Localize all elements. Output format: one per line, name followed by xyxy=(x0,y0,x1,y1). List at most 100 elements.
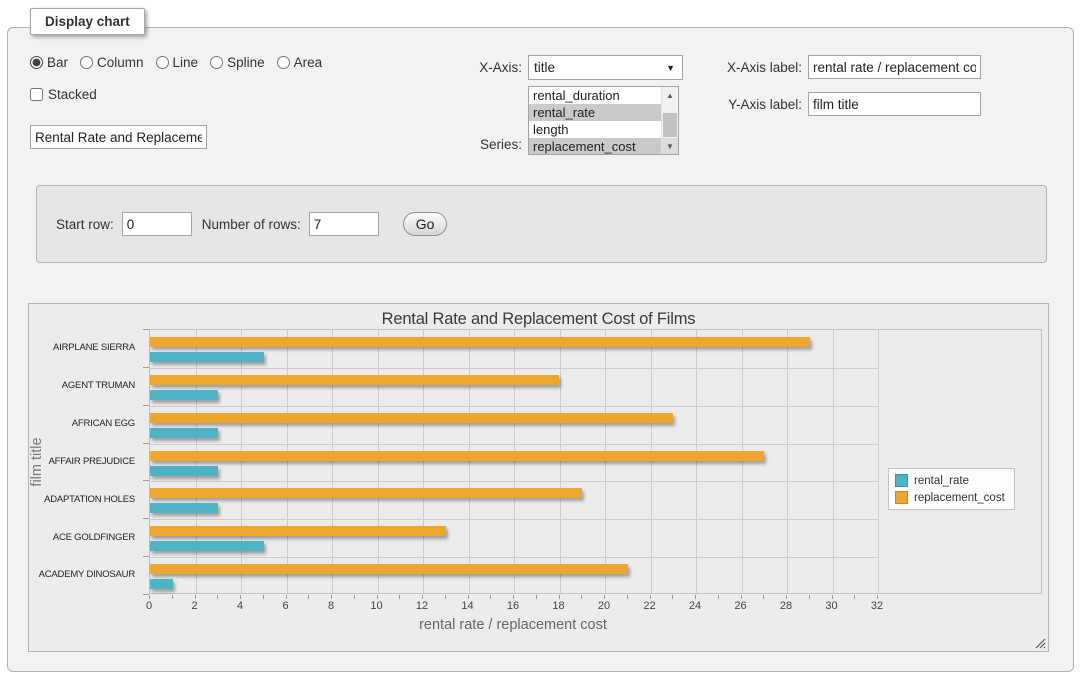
tick-label: 24 xyxy=(675,600,715,612)
tick-label: 30 xyxy=(812,600,852,612)
tick-label: 14 xyxy=(448,600,488,612)
series-list-label: Series: xyxy=(455,137,522,152)
bar-rental_rate xyxy=(150,503,218,513)
gridline xyxy=(196,330,197,593)
y-category-labels: AIRPLANE SIERRAAGENT TRUMANAFRICAN EGGAF… xyxy=(29,329,142,594)
chart-type-option-area[interactable]: Area xyxy=(277,55,323,70)
gridline xyxy=(287,330,288,593)
chart-type-option-line[interactable]: Line xyxy=(156,55,199,70)
axis-tick xyxy=(468,595,469,599)
bar-replacement_cost xyxy=(150,526,446,536)
series-listbox[interactable]: rental_duration rental_rate length repla… xyxy=(528,86,679,155)
bar-replacement_cost xyxy=(150,337,810,347)
axis-tick xyxy=(763,595,764,599)
bar-rental_rate xyxy=(150,390,218,400)
x-tick-labels: 02468101214161820222426283032 xyxy=(29,600,1048,614)
axis-tick xyxy=(627,595,628,599)
series-option-length[interactable]: length xyxy=(529,121,661,138)
y-axis-label-label: Y-Axis label: xyxy=(710,97,802,112)
stacked-checkbox[interactable] xyxy=(30,88,43,101)
legend-swatch-replacement_cost xyxy=(895,491,908,504)
x-axis-label-input[interactable] xyxy=(808,55,981,79)
axis-tick xyxy=(877,595,878,599)
axis-tick xyxy=(854,595,855,599)
chart-panel: Rental Rate and Replacement Cost of Film… xyxy=(28,303,1049,652)
axis-tick xyxy=(695,595,696,599)
num-rows-label: Number of rows: xyxy=(202,217,301,232)
gridline xyxy=(560,330,561,593)
tick-label: 28 xyxy=(766,600,806,612)
chart-type-option-bar[interactable]: Bar xyxy=(30,55,68,70)
series-list-scrollbar[interactable]: ▲ ▼ xyxy=(661,87,678,154)
axis-tick xyxy=(786,595,787,599)
series-option-rental-duration[interactable]: rental_duration xyxy=(529,87,661,104)
bar-rental_rate xyxy=(150,579,173,589)
tick-label: 8 xyxy=(311,600,351,612)
x-axis-selected-value: title xyxy=(534,60,555,75)
chart-type-radio-area[interactable] xyxy=(277,56,290,69)
series-option-rental-rate[interactable]: rental_rate xyxy=(529,104,661,121)
axis-tick xyxy=(143,443,149,444)
plot-area xyxy=(149,329,1042,594)
category-label: AFFAIR PREJUDICE xyxy=(29,443,142,481)
series-option-replacement-cost[interactable]: replacement_cost xyxy=(529,138,661,154)
bar-replacement_cost xyxy=(150,564,628,574)
gridline xyxy=(878,330,879,593)
tick-label: 10 xyxy=(357,600,397,612)
stacked-option[interactable]: Stacked xyxy=(30,87,97,102)
start-row-label: Start row: xyxy=(56,217,114,232)
axis-tick xyxy=(604,595,605,599)
bar-replacement_cost xyxy=(150,451,764,461)
axis-tick xyxy=(149,595,150,599)
x-axis-label-label: X-Axis label: xyxy=(710,60,802,75)
gridline xyxy=(150,444,878,445)
axis-tick xyxy=(263,595,264,599)
gridline xyxy=(514,330,515,593)
chart-type-option-spline[interactable]: Spline xyxy=(210,55,265,70)
axis-tick xyxy=(445,595,446,599)
x-axis-title: rental rate / replacement cost xyxy=(363,617,663,633)
chart-title-input[interactable] xyxy=(30,125,207,149)
bar-rental_rate xyxy=(150,428,218,438)
chart-legend: rental_rate replacement_cost xyxy=(888,468,1015,510)
axis-tick xyxy=(195,595,196,599)
tick-label: 6 xyxy=(266,600,306,612)
start-row-input[interactable] xyxy=(122,212,192,236)
chart-type-radio-spline[interactable] xyxy=(210,56,223,69)
chart-type-radio-column[interactable] xyxy=(80,56,93,69)
go-button[interactable]: Go xyxy=(403,212,448,236)
gridline xyxy=(742,330,743,593)
category-label: ADAPTATION HOLES xyxy=(29,480,142,518)
tick-label: 2 xyxy=(175,600,215,612)
y-axis-label-input[interactable] xyxy=(808,92,981,116)
axis-tick xyxy=(240,595,241,599)
stacked-label: Stacked xyxy=(48,87,97,102)
gridline xyxy=(150,481,878,482)
resize-handle-icon[interactable] xyxy=(1035,638,1046,649)
legend-label: rental_rate xyxy=(914,475,969,487)
legend-item: rental_rate xyxy=(895,474,1005,487)
chart-type-radio-bar[interactable] xyxy=(30,56,43,69)
axis-tick xyxy=(832,595,833,599)
bar-rental_rate xyxy=(150,466,218,476)
gridline xyxy=(605,330,606,593)
axis-tick xyxy=(143,556,149,557)
chart-type-label-spline: Spline xyxy=(227,55,265,70)
chart-type-radio-group: Bar Column Line Spline Area xyxy=(30,55,322,70)
scrollbar-thumb[interactable] xyxy=(663,113,677,137)
scroll-down-icon[interactable]: ▼ xyxy=(662,138,678,154)
axis-tick xyxy=(672,595,673,599)
axis-tick xyxy=(377,595,378,599)
chart-type-radio-line[interactable] xyxy=(156,56,169,69)
chart-type-option-column[interactable]: Column xyxy=(80,55,144,70)
axis-tick xyxy=(217,595,218,599)
num-rows-input[interactable] xyxy=(309,212,379,236)
legend-label: replacement_cost xyxy=(914,492,1005,504)
chart-type-label-bar: Bar xyxy=(47,55,68,70)
x-axis-select[interactable]: title ▼ xyxy=(528,55,683,80)
gridline xyxy=(651,330,652,593)
row-controls-panel: Start row: Number of rows: Go xyxy=(36,185,1047,263)
axis-tick xyxy=(143,480,149,481)
scroll-up-icon[interactable]: ▲ xyxy=(662,87,678,103)
chevron-down-icon: ▼ xyxy=(666,63,675,73)
